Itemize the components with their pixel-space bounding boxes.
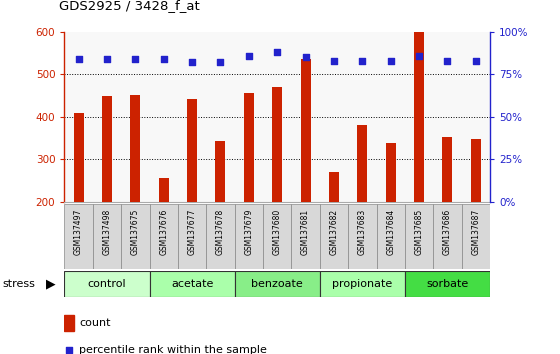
Text: GSM137497: GSM137497 — [74, 209, 83, 255]
Point — [244, 53, 253, 58]
Text: GSM137682: GSM137682 — [329, 209, 338, 255]
Text: count: count — [80, 318, 111, 328]
Bar — [130, 95, 141, 202]
Bar — [386, 143, 396, 202]
FancyBboxPatch shape — [263, 204, 291, 269]
FancyBboxPatch shape — [320, 204, 348, 269]
Text: GSM137687: GSM137687 — [472, 209, 480, 255]
Text: propionate: propionate — [332, 279, 393, 289]
Bar — [357, 125, 367, 202]
Text: GSM137676: GSM137676 — [159, 209, 168, 255]
Text: GSM137498: GSM137498 — [102, 209, 111, 255]
Bar — [158, 178, 169, 202]
Text: GSM137675: GSM137675 — [131, 209, 140, 255]
Text: GDS2925 / 3428_f_at: GDS2925 / 3428_f_at — [59, 0, 199, 12]
Text: percentile rank within the sample: percentile rank within the sample — [80, 346, 267, 354]
FancyBboxPatch shape — [64, 271, 150, 297]
Text: sorbate: sorbate — [426, 279, 469, 289]
Point — [443, 58, 452, 64]
Point — [273, 50, 282, 55]
FancyBboxPatch shape — [178, 204, 206, 269]
FancyBboxPatch shape — [64, 204, 93, 269]
FancyBboxPatch shape — [93, 204, 121, 269]
FancyBboxPatch shape — [376, 204, 405, 269]
Bar — [102, 96, 112, 202]
Point — [159, 56, 168, 62]
Text: GSM137685: GSM137685 — [414, 209, 423, 255]
Text: ▶: ▶ — [45, 278, 55, 291]
Text: GSM137678: GSM137678 — [216, 209, 225, 255]
Bar — [442, 137, 452, 202]
FancyBboxPatch shape — [235, 204, 263, 269]
FancyBboxPatch shape — [405, 271, 490, 297]
Point — [64, 348, 73, 353]
Text: GSM137683: GSM137683 — [358, 209, 367, 255]
Text: GSM137680: GSM137680 — [273, 209, 282, 255]
Text: GSM137679: GSM137679 — [244, 209, 253, 255]
Bar — [329, 172, 339, 202]
Point — [358, 58, 367, 64]
Bar — [414, 32, 424, 202]
Text: benzoate: benzoate — [251, 279, 303, 289]
Point — [216, 59, 225, 65]
Bar — [64, 315, 74, 331]
FancyBboxPatch shape — [405, 204, 433, 269]
FancyBboxPatch shape — [433, 204, 461, 269]
Bar — [216, 142, 226, 202]
Point — [301, 55, 310, 60]
Bar — [272, 87, 282, 202]
FancyBboxPatch shape — [206, 204, 235, 269]
Point — [386, 58, 395, 64]
Text: GSM137681: GSM137681 — [301, 209, 310, 255]
FancyBboxPatch shape — [461, 204, 490, 269]
Bar — [73, 113, 83, 202]
Text: stress: stress — [3, 279, 36, 289]
Text: GSM137677: GSM137677 — [188, 209, 197, 255]
Text: GSM137686: GSM137686 — [443, 209, 452, 255]
FancyBboxPatch shape — [235, 271, 320, 297]
FancyBboxPatch shape — [150, 271, 235, 297]
Point — [188, 59, 197, 65]
FancyBboxPatch shape — [150, 204, 178, 269]
Point — [472, 58, 480, 64]
Point — [414, 53, 423, 58]
FancyBboxPatch shape — [348, 204, 376, 269]
Bar — [471, 139, 481, 202]
Text: GSM137684: GSM137684 — [386, 209, 395, 255]
Bar — [301, 59, 311, 202]
Point — [74, 56, 83, 62]
Point — [329, 58, 338, 64]
Bar — [244, 93, 254, 202]
Text: acetate: acetate — [171, 279, 213, 289]
FancyBboxPatch shape — [320, 271, 405, 297]
FancyBboxPatch shape — [291, 204, 320, 269]
FancyBboxPatch shape — [121, 204, 150, 269]
Point — [131, 56, 140, 62]
Bar — [187, 99, 197, 202]
Text: control: control — [88, 279, 126, 289]
Point — [102, 56, 111, 62]
